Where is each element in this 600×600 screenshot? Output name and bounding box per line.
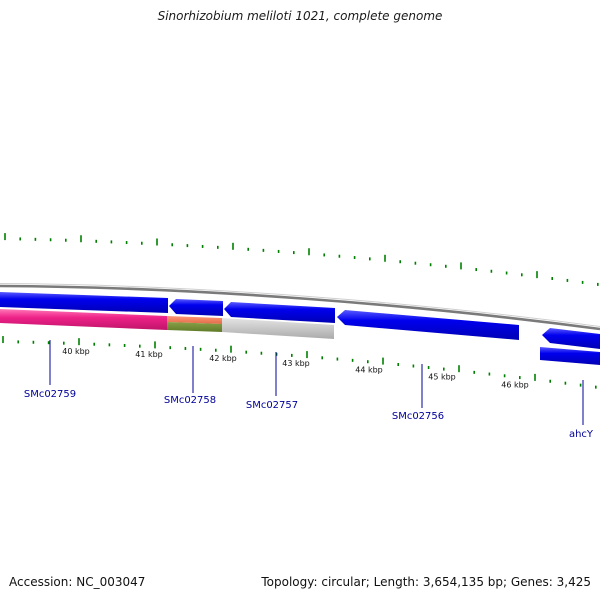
gene-label-smc02758[interactable]: SMc02758 (164, 395, 216, 406)
feature-smc02759 (0, 309, 167, 330)
genome-backbone-highlight (0, 283, 600, 327)
map-title: Sinorhizobium meliloti 1021, complete ge… (157, 9, 443, 23)
gene-label-smc02759[interactable]: SMc02759 (24, 389, 76, 400)
scale-tick-label: 42 kbp (209, 354, 237, 363)
scale-tick-label: 46 kbp (501, 380, 529, 389)
scale-tick-label: 40 kbp (62, 347, 90, 356)
gene-label-ahcy[interactable]: ahcY (569, 429, 594, 440)
scale-tick-label: 41 kbp (135, 350, 163, 359)
gene-arrow-smc02756[interactable] (337, 310, 519, 340)
gene-label-smc02756[interactable]: SMc02756 (392, 411, 444, 422)
scale-tick-label: 44 kbp (355, 365, 383, 374)
gene-arrow-smc02758[interactable] (169, 299, 223, 316)
gene-arrow-smc02759[interactable] (0, 292, 168, 313)
gene-arrow-ahcy-upper[interactable] (542, 328, 600, 349)
scale-tick-label: 43 kbp (282, 359, 310, 368)
accession-label: Accession: NC_003047 (9, 575, 146, 589)
scale-tick-label: 45 kbp (428, 372, 456, 381)
gc-content-ticks-upper (4, 233, 599, 286)
gc-content-ticks-lower (2, 336, 597, 389)
feature-smc02758-upper (167, 316, 222, 324)
feature-smc02757 (222, 318, 334, 339)
gene-arrow-smc02757[interactable] (224, 302, 335, 323)
genome-backbone (0, 284, 600, 331)
gene-label-smc02757[interactable]: SMc02757 (246, 400, 298, 411)
gene-callouts: SMc02759 SMc02758 SMc02757 SMc02756 ahcY (24, 340, 594, 440)
gene-arrow-ahcy-lower[interactable] (540, 347, 600, 365)
genome-summary: Topology: circular; Length: 3,654,135 bp… (261, 575, 591, 589)
feature-smc02758-lower (167, 322, 222, 332)
scale-axis: 40 kbp 41 kbp 42 kbp 43 kbp 44 kbp 45 kbp 46 k… (62, 347, 529, 389)
